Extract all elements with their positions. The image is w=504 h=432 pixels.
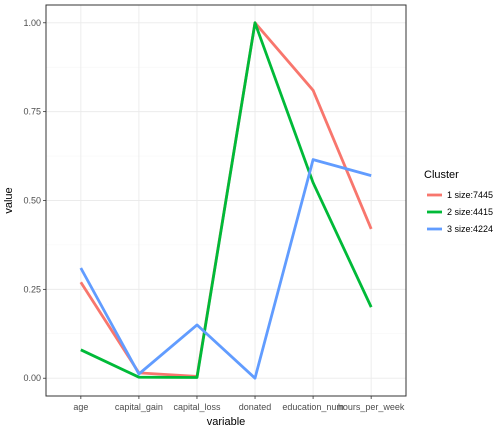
series-line-2 [80,21,373,379]
y-tick-label: 0.00 [23,373,41,383]
x-tick-label: capital_gain [115,402,163,412]
x-tick-label: age [73,402,88,412]
x-tick-label: donated [239,402,272,412]
legend-label: 1 size:7445 [447,190,493,200]
y-tick-label: 1.00 [23,18,41,28]
major-gridlines [46,5,406,396]
x-tick-label: capital_loss [173,402,221,412]
series-lines [79,21,373,380]
x-tick-label: hours_per_week [338,402,405,412]
y-axis-title: value [3,187,15,213]
y-tick-label: 0.75 [23,107,41,117]
series-line-3 [79,158,372,380]
legend-label: 2 size:4415 [447,207,493,217]
y-tick-label: 0.25 [23,284,41,294]
y-tick-label: 0.50 [23,196,41,206]
x-axis: age capital_gain capital_loss donated educat… [73,396,405,412]
legend-title: Cluster [424,169,459,181]
x-tick-label: education_num [282,402,344,412]
y-axis: 0.00 0.25 0.50 0.75 1.00 [23,18,46,383]
legend-label: 3 size:4224 [447,224,493,234]
legend: Cluster 1 size:7445 2 size:4415 3 size:422… [424,169,493,234]
x-axis-title: variable [207,416,246,428]
minor-gridlines [46,66,406,335]
